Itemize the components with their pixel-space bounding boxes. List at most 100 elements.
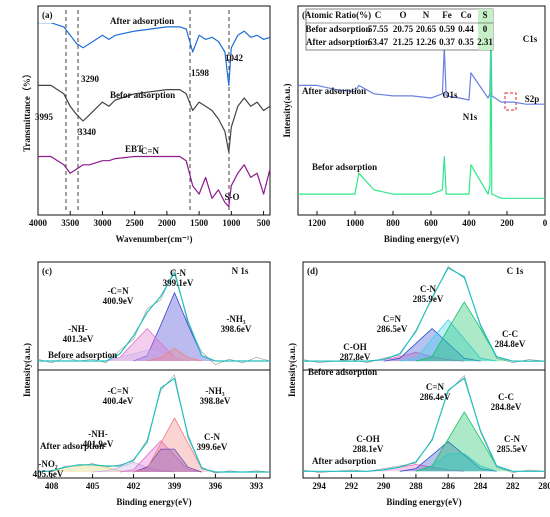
fit-peak xyxy=(383,328,481,362)
x-tick-label: 600 xyxy=(424,218,438,228)
annotation: C-N xyxy=(170,268,186,278)
annotation: C-C xyxy=(502,329,518,339)
y-axis-label: Intensity(a.u.) xyxy=(287,343,297,397)
spectrum-line xyxy=(303,377,545,472)
x-tick-label: 280 xyxy=(538,481,550,491)
annotation: 285.9eV xyxy=(413,294,444,304)
table-header: Atomic Ratio(%) xyxy=(305,10,371,20)
x-tick-label: 399 xyxy=(168,481,182,491)
y-axis-label: Intensity(a.u.) xyxy=(282,83,292,137)
annotation: C-C xyxy=(498,392,514,402)
x-tick-label: 800 xyxy=(386,218,400,228)
table-cell: Befor adsorption xyxy=(305,24,370,34)
x-tick-label: 3500 xyxy=(61,218,80,228)
spectrum-line xyxy=(38,155,271,208)
table-cell: 0.44 xyxy=(458,24,474,34)
annotation: 398.6eV xyxy=(221,324,252,334)
table-cell: After adsorption xyxy=(306,37,370,47)
plot-frame xyxy=(37,5,271,216)
annotation: 3340 xyxy=(78,127,97,137)
x-tick-label: 200 xyxy=(500,218,514,228)
annotation: 284.8eV xyxy=(495,339,526,349)
annotation: C1s xyxy=(523,34,538,44)
annotation: 3995 xyxy=(35,112,54,122)
x-tick-label: 402 xyxy=(127,481,141,491)
annotation: 401.3eV xyxy=(63,334,94,344)
annotation: 287.8eV xyxy=(340,352,371,362)
series-label: After adsorption xyxy=(110,16,174,26)
annotation: 3290 xyxy=(81,74,100,84)
y-axis-label: Intensity(a.u.) xyxy=(22,343,32,397)
x-tick-label: 286 xyxy=(441,481,455,491)
table-cell: 21.25 xyxy=(393,37,414,47)
annotation: 1598 xyxy=(191,68,210,78)
series-label: Befor adsorption xyxy=(110,90,175,100)
x-tick-label: 2500 xyxy=(126,218,145,228)
annotation: S2p xyxy=(525,94,540,104)
annotation: 288.1eV xyxy=(353,444,384,454)
x-tick-label: 408 xyxy=(45,481,59,491)
panel-label: (c) xyxy=(42,266,52,276)
annotation: -NO₂ xyxy=(38,459,57,469)
spectrum-line xyxy=(298,30,545,105)
x-tick-label: 1000 xyxy=(346,218,365,228)
x-axis-label: Binding energy(eV) xyxy=(386,497,461,507)
annotation: 399.1eV xyxy=(163,278,194,288)
table-bg xyxy=(305,8,494,51)
fit-peak xyxy=(147,348,202,362)
x-tick-label: 290 xyxy=(377,481,391,491)
panel-label: (d) xyxy=(307,266,318,276)
table-cell: 20.65 xyxy=(416,24,437,34)
x-tick-label: 396 xyxy=(209,481,223,491)
annotation: C-OH xyxy=(343,342,367,352)
plot-frame xyxy=(297,5,546,216)
table-highlight xyxy=(478,9,493,50)
table-cell: 0.37 xyxy=(439,37,455,47)
spectrum-line xyxy=(298,13,545,199)
annotation: 285.5eV xyxy=(497,444,528,454)
x-tick-label: 405 xyxy=(86,481,100,491)
fit-peak xyxy=(92,462,175,473)
panel-subtitle: Before adsorption xyxy=(48,350,117,360)
x-tick-label: 282 xyxy=(506,481,520,491)
spectrum-line xyxy=(38,272,270,362)
table-cell: 12.26 xyxy=(416,37,437,47)
table-cell: 0.59 xyxy=(439,24,455,34)
annotation: 405.6eV xyxy=(33,469,64,479)
annotation: C-N xyxy=(420,284,436,294)
annotation: 286.4eV xyxy=(420,392,451,402)
panel-subtitle: After adsorption xyxy=(312,456,376,466)
table-cell: 2.31 xyxy=(477,37,493,47)
annotation: C=N xyxy=(383,314,402,324)
fit-peak xyxy=(133,448,202,473)
annotation: 401.9eV xyxy=(83,439,114,449)
guide-lines xyxy=(65,10,230,210)
x-tick-label: 292 xyxy=(345,481,359,491)
spectrum-line xyxy=(38,22,271,86)
x-tick-label: 1500 xyxy=(190,218,209,228)
annotation: S-O xyxy=(224,192,239,202)
x-axis-label: Binding energy(eV) xyxy=(116,497,191,507)
x-tick-label: 284 xyxy=(474,481,488,491)
annotation: 398.8eV xyxy=(200,396,231,406)
fit-peak xyxy=(399,319,497,362)
table-cell: 0.35 xyxy=(458,37,474,47)
x-tick-label: 1000 xyxy=(222,218,241,228)
x-tick-label: 393 xyxy=(250,481,264,491)
table-header: N xyxy=(423,10,430,20)
panel-title: C 1s xyxy=(507,266,524,276)
annotation: -NH- xyxy=(68,324,88,334)
annotation: -NH₃ xyxy=(205,386,224,396)
label-bg xyxy=(39,7,63,23)
x-tick-label: 1200 xyxy=(308,218,327,228)
x-axis-label: Binding energy(eV) xyxy=(384,234,459,244)
x-tick-label: 288 xyxy=(409,481,423,491)
x-tick-label: 4000 xyxy=(29,218,48,228)
annotation: -C=N xyxy=(107,286,129,296)
panel-title: N 1s xyxy=(232,266,249,276)
table-header: S xyxy=(482,10,487,20)
fit-peak xyxy=(119,440,202,473)
annotation: C-N xyxy=(204,432,220,442)
